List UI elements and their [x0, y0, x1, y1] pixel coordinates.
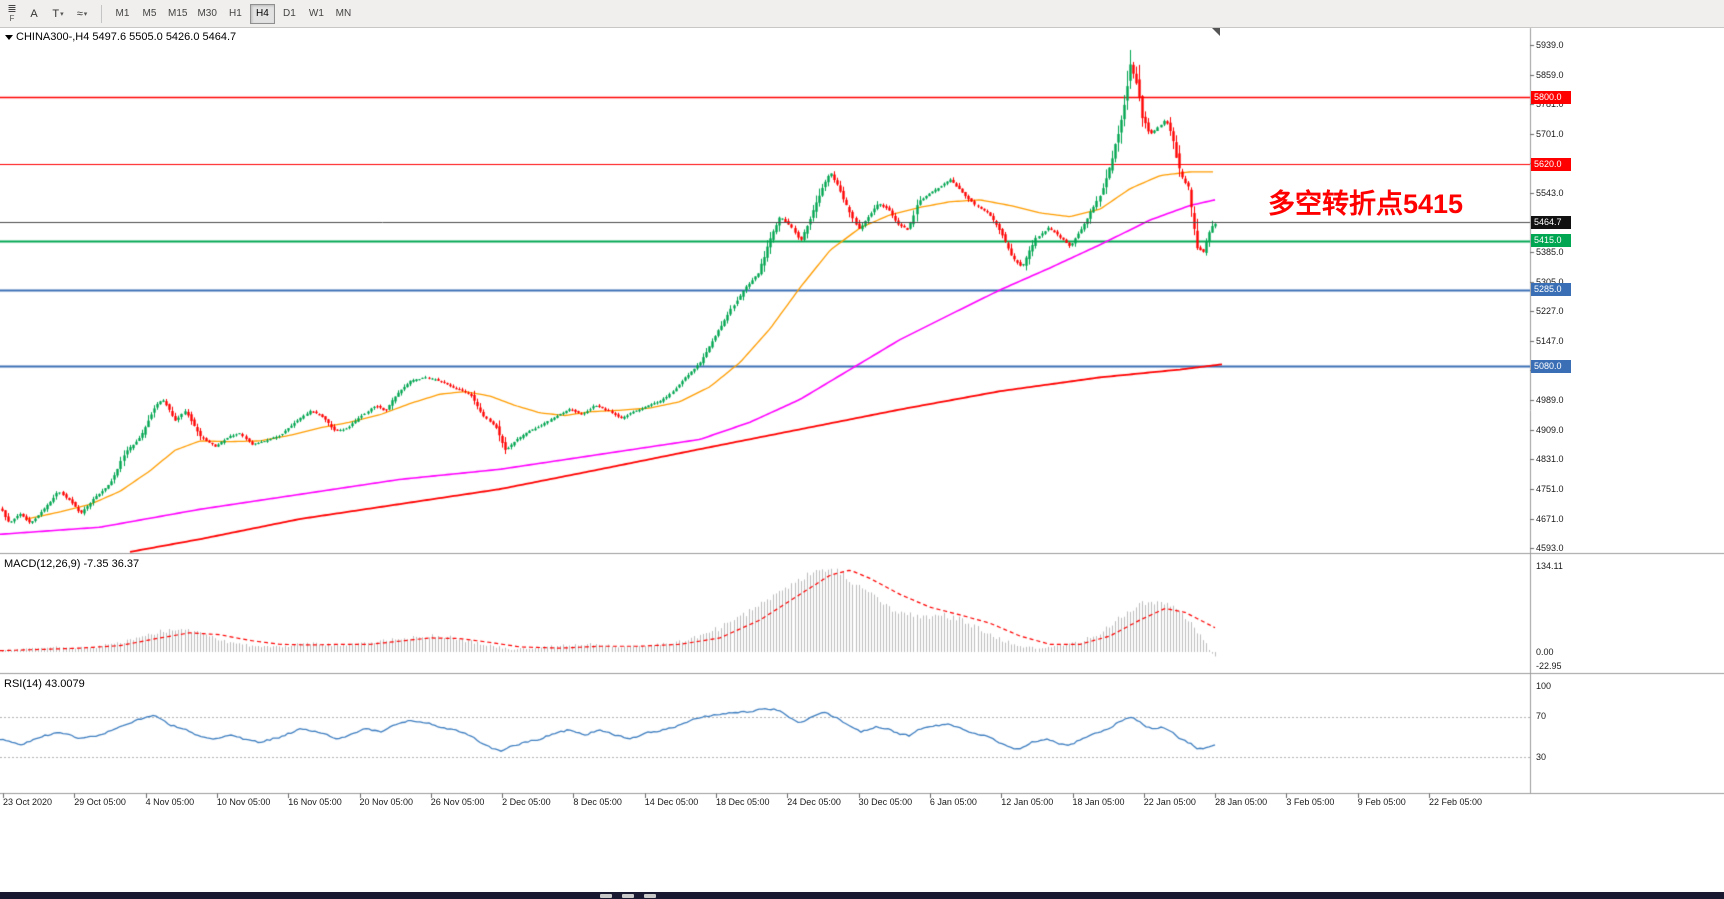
annotation-text: 多空转折点5415 — [1268, 189, 1464, 219]
time-axis-label: 2 Dec 05:00 — [502, 797, 551, 807]
price-tick: 5859.0 — [1536, 70, 1564, 81]
level-price-badge: 5080.0 — [1531, 359, 1571, 373]
rsi-label: RSI(14) 43.0079 — [4, 678, 85, 690]
price-tick: 5147.0 — [1536, 336, 1564, 347]
f-label: F — [9, 14, 15, 23]
timeframe-m1[interactable]: M1 — [110, 4, 135, 24]
chevron-down-icon: ▾ — [60, 10, 64, 18]
time-axis-label: 4 Nov 05:00 — [145, 797, 195, 807]
price-tick: 4751.0 — [1536, 484, 1564, 495]
taskbar-window-icon[interactable] — [644, 893, 656, 898]
timeframe-h4[interactable]: H4 — [249, 3, 275, 24]
level-price-badge: 5800.0 — [1531, 90, 1571, 104]
toolbar-separator — [101, 4, 102, 23]
text-tool-icon: T — [52, 7, 60, 20]
time-axis-label: 24 Dec 05:00 — [787, 797, 841, 807]
price-tick: 4909.0 — [1536, 425, 1564, 436]
price-tick: 5701.0 — [1536, 129, 1564, 140]
level-price-badge: 5620.0 — [1531, 157, 1571, 171]
time-axis-label: 22 Feb 05:00 — [1429, 797, 1483, 807]
macd-axis-max: 134.11 — [1536, 561, 1563, 571]
time-axis-label: 18 Dec 05:00 — [716, 797, 770, 807]
time-axis-label: 10 Nov 05:00 — [216, 797, 271, 807]
price-tick: 4989.0 — [1536, 395, 1564, 406]
rsi-axis-100: 100 — [1536, 681, 1552, 691]
time-axis-label: 28 Jan 05:00 — [1215, 797, 1268, 807]
time-axis-label: 29 Oct 05:00 — [74, 797, 126, 807]
price-tick: 4831.0 — [1536, 454, 1564, 465]
timeframe-d1[interactable]: D1 — [277, 4, 302, 24]
time-axis-label: 20 Nov 05:00 — [359, 797, 414, 807]
time-axis-label: 12 Jan 05:00 — [1001, 797, 1054, 807]
time-axis-label: 22 Jan 05:00 — [1143, 797, 1196, 807]
timeframe-w1[interactable]: W1 — [304, 4, 329, 24]
chart-shift-marker-icon — [1212, 28, 1220, 36]
current-price-badge: 5464.7 — [1531, 215, 1571, 229]
level-price-badge: 5285.0 — [1531, 283, 1571, 297]
time-axis-label: 6 Jan 05:00 — [929, 797, 977, 807]
time-axis-label: 14 Dec 05:00 — [644, 797, 699, 807]
timeframe-group: M1 M5 M15 M30 H1 H4 D1 W1 MN — [109, 3, 357, 24]
time-axis-label: 8 Dec 05:00 — [573, 797, 622, 807]
price-tick: 5227.0 — [1536, 306, 1564, 317]
timeframe-mn[interactable]: MN — [331, 4, 356, 24]
time-axis-label: 16 Nov 05:00 — [288, 797, 342, 807]
time-axis-label: 18 Jan 05:00 — [1072, 797, 1125, 807]
time-axis-label: 3 Feb 05:00 — [1286, 797, 1335, 807]
time-axis-label: 26 Nov 05:00 — [430, 797, 485, 807]
taskbar-window-icon[interactable] — [600, 893, 612, 898]
rsi-axis-70: 70 — [1536, 711, 1547, 721]
chart-list-icon: ≣ — [7, 3, 17, 15]
price-tick: 5939.0 — [1536, 40, 1564, 51]
macd-axis-zero: 0.00 — [1536, 647, 1554, 657]
level-price-badge: 5415.0 — [1531, 234, 1571, 248]
timeframe-m30[interactable]: M30 — [193, 4, 220, 24]
macd-axis-min: -22.95 — [1536, 661, 1562, 671]
indicators-tool-button[interactable]: ≈ ▾ — [71, 3, 93, 25]
time-axis-label: 23 Oct 2020 — [3, 797, 53, 807]
timeframe-h1[interactable]: H1 — [223, 4, 248, 24]
collapse-icon[interactable] — [5, 35, 13, 40]
rsi-axis-30: 30 — [1536, 752, 1547, 762]
indicator-wave-icon: ≈ — [76, 7, 83, 20]
toolbar-handle[interactable]: ≣ F — [2, 1, 22, 27]
taskbar-window-icon[interactable] — [622, 893, 634, 898]
price-tick: 5781.0 — [1536, 99, 1564, 110]
price-tick: 5543.0 — [1536, 188, 1564, 199]
timeframe-m5[interactable]: M5 — [137, 4, 162, 24]
price-tick: 4593.0 — [1536, 543, 1564, 554]
time-axis-label: 9 Feb 05:00 — [1357, 797, 1406, 807]
price-tick: 5305.0 — [1536, 277, 1564, 287]
macd-label: MACD(12,26,9) -7.35 36.37 — [4, 558, 140, 570]
price-tick: 5385.0 — [1536, 247, 1564, 258]
toolbar: ≣ F A T ▾ ≈ ▾ M1 M5 M15 M30 H1 H4 D1 W1 MN — [0, 0, 1724, 28]
timeframe-m15[interactable]: M15 — [164, 4, 191, 24]
time-axis-label: 30 Dec 05:00 — [858, 797, 913, 807]
price-tick: 4671.0 — [1536, 513, 1564, 524]
chevron-down-icon: ▾ — [83, 10, 88, 18]
chart-title: CHINA300-,H4 5497.6 5505.0 5426.0 5464.7 — [16, 31, 237, 43]
cursor-tool-button[interactable]: A — [23, 3, 45, 25]
text-tool-button[interactable]: T ▾ — [47, 3, 69, 25]
cursor-a-icon: A — [30, 7, 38, 20]
taskbar[interactable] — [0, 892, 1724, 899]
